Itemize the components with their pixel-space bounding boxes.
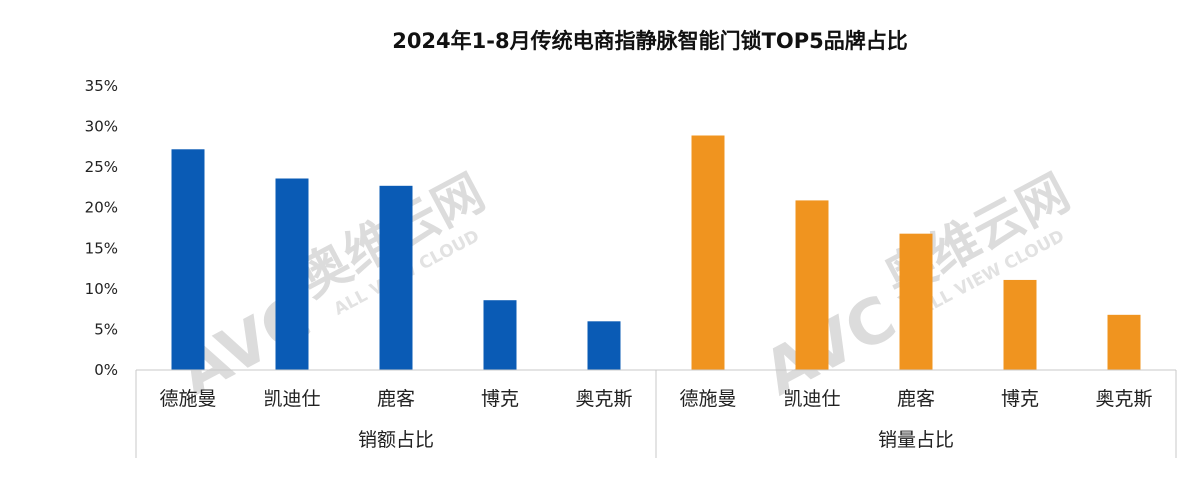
x-category-label: 奥克斯 [1095,388,1152,410]
y-tick-label: 10% [85,280,118,298]
x-category-label: 德施曼 [679,388,736,410]
y-tick-label: 25% [85,158,118,176]
axes [135,369,1177,458]
bar [171,149,205,370]
x-category-label: 德施曼 [159,388,216,410]
x-category-label: 凯迪仕 [783,388,840,410]
bar [483,300,517,370]
y-tick-label: 20% [85,199,118,217]
bar [795,200,829,370]
bar [1003,279,1037,370]
bars [171,135,1141,370]
x-category-label: 鹿客 [897,388,935,410]
bar [899,233,933,370]
x-category-label: 鹿客 [377,388,415,410]
bar [1107,314,1141,370]
bar [691,135,725,370]
y-tick-label: 5% [94,320,118,338]
y-tick-label: 0% [94,361,118,379]
x-category-label: 博克 [1001,388,1039,410]
y-tick-label: 15% [85,239,118,257]
bar [587,321,621,370]
bar [275,178,309,370]
x-category-label: 凯迪仕 [263,388,320,410]
y-axis: 0% 5% 10% 15% 20% 25% 30% 35% [85,77,118,379]
y-tick-label: 35% [85,77,118,95]
x-group-label: 销额占比 [358,429,434,451]
x-category-label: 博克 [481,388,519,410]
y-tick-label: 30% [85,118,118,136]
x-category-label: 奥克斯 [575,388,632,410]
bar [379,185,413,370]
x-group-label: 销量占比 [878,429,954,451]
chart-title: 2024年1-8月传统电商指静脉智能门锁TOP5品牌占比 [392,29,908,53]
